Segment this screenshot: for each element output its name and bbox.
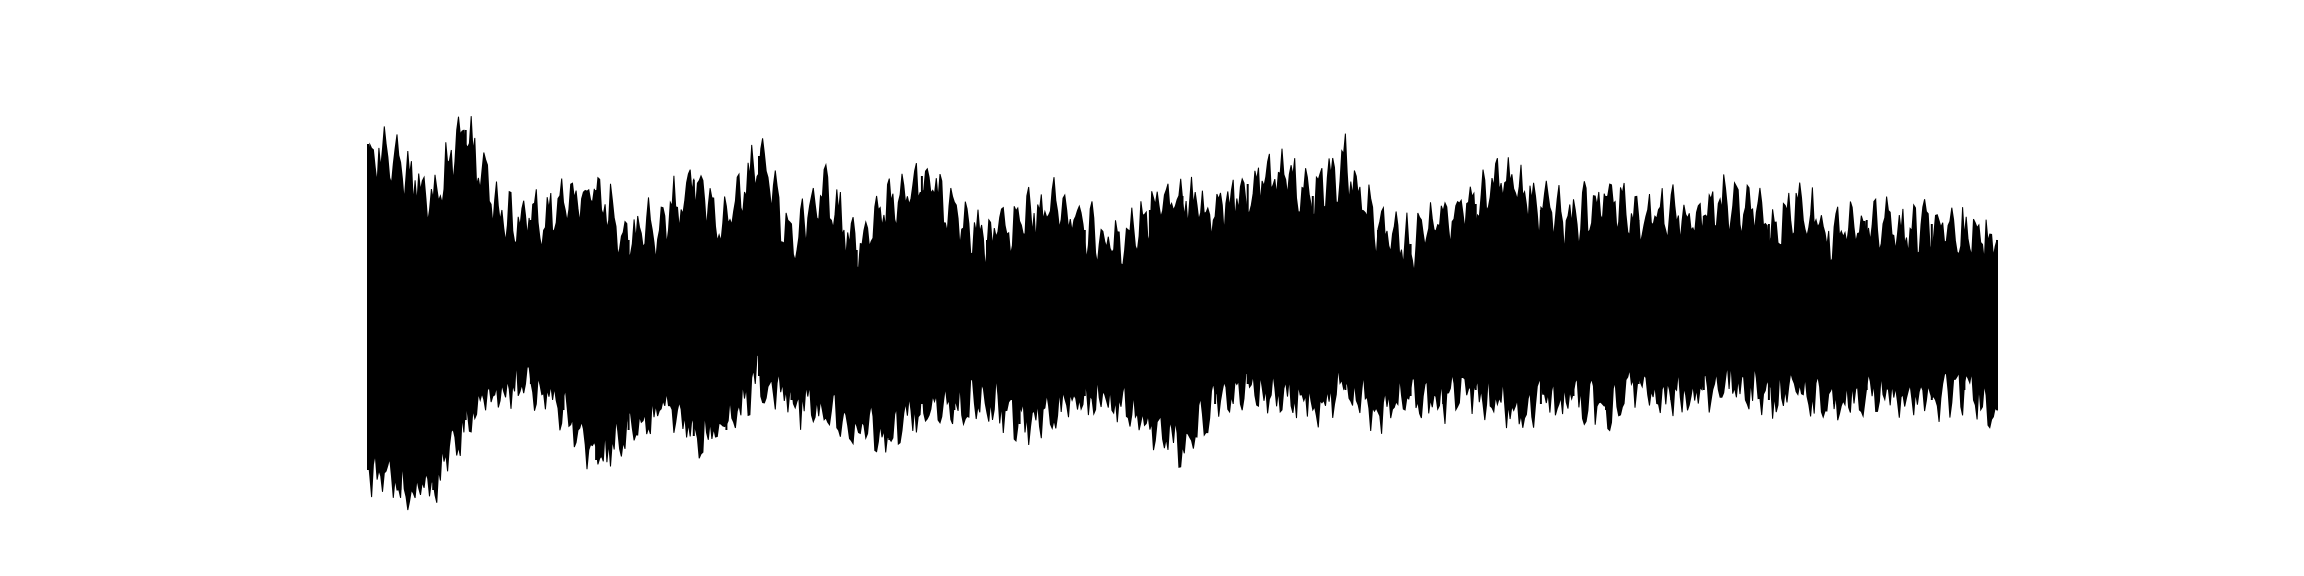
waveform-layer bbox=[367, 116, 1998, 511]
